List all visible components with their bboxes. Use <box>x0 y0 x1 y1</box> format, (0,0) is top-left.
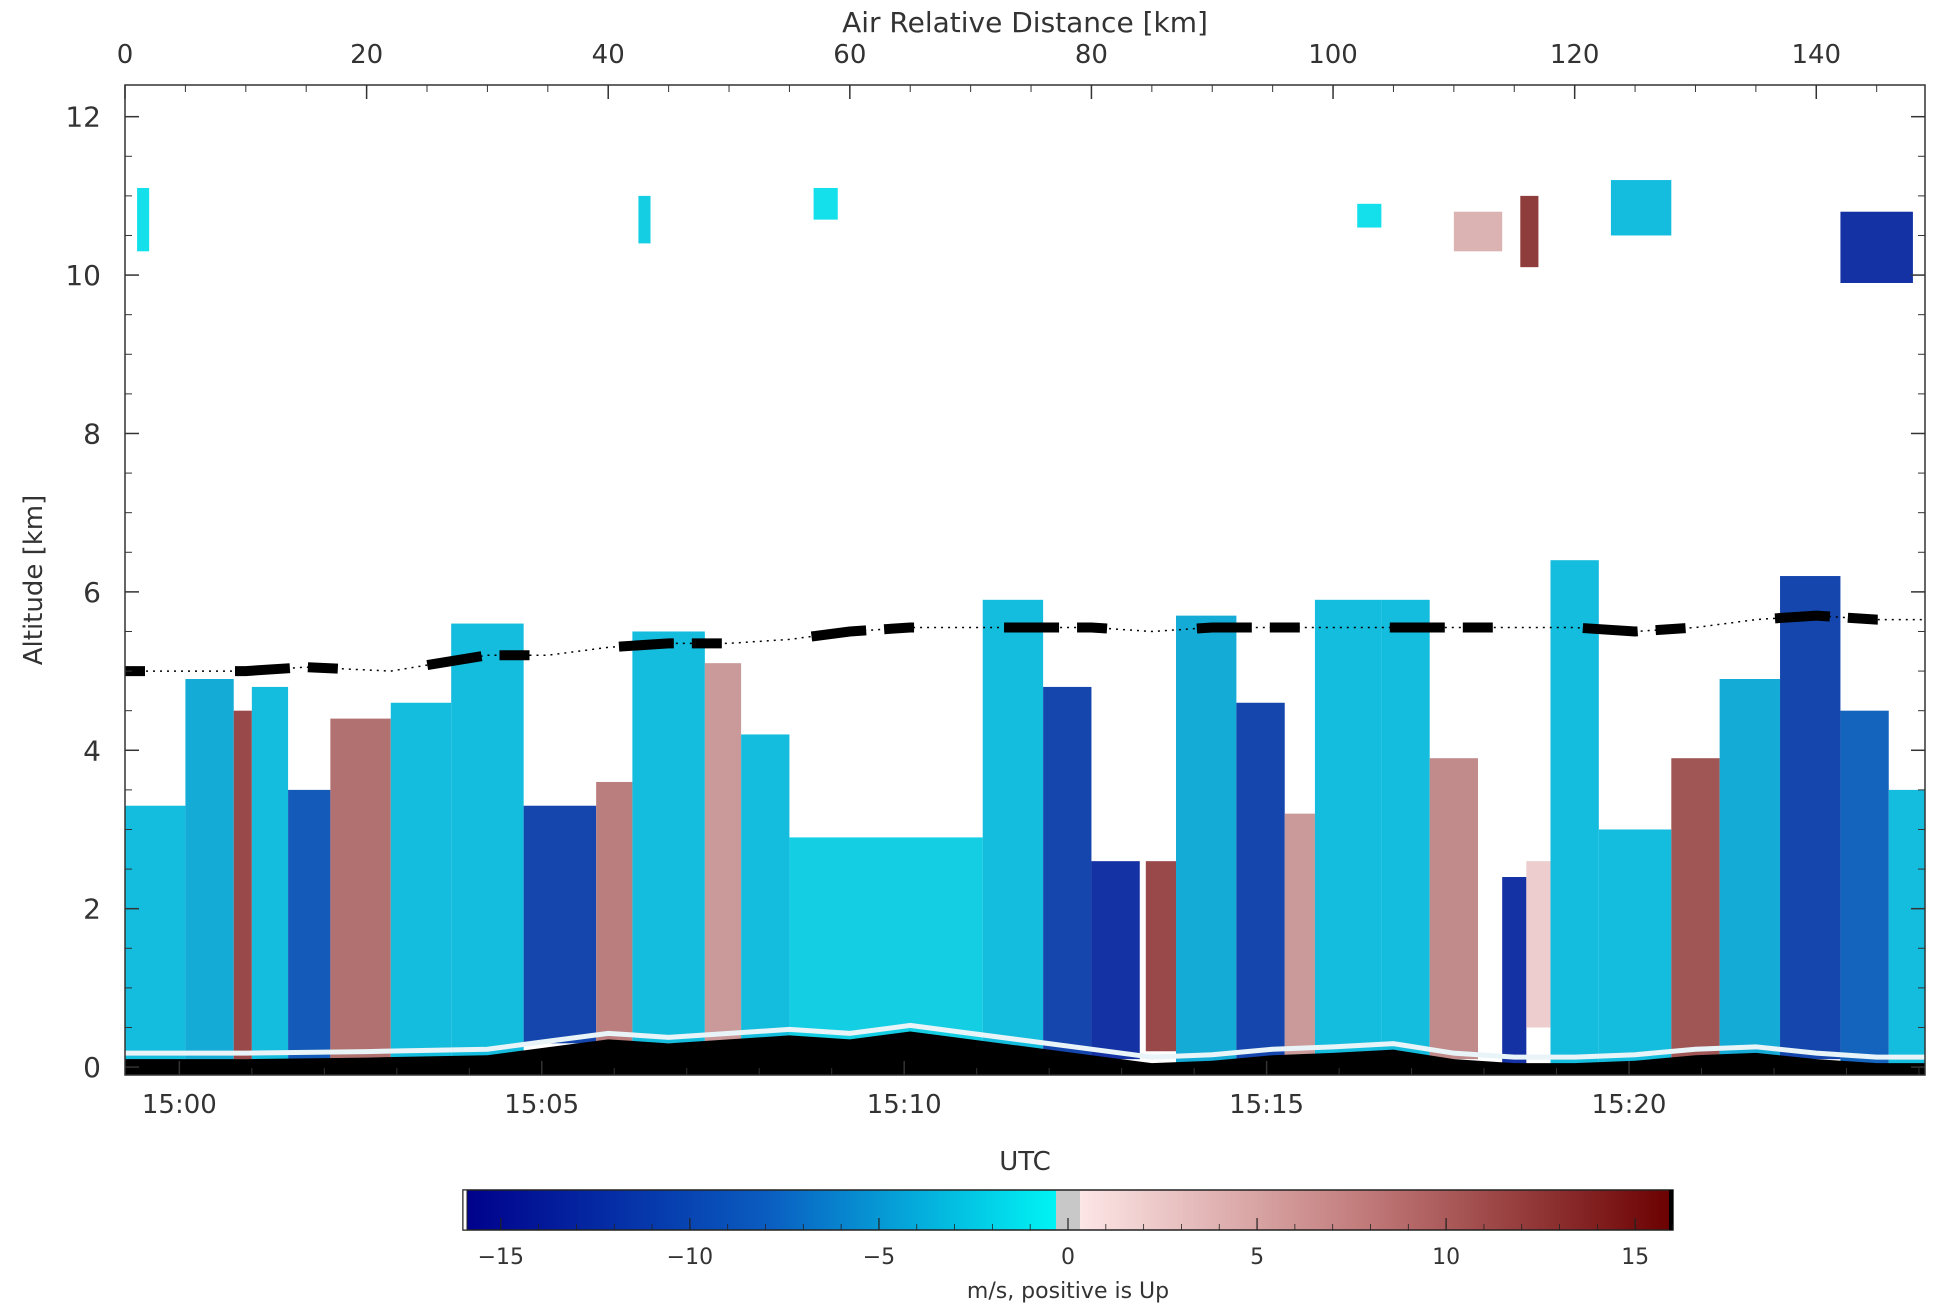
velocity-cell <box>1381 599 1430 1060</box>
colorbar-tick-label: −5 <box>863 1245 895 1270</box>
colorbar: −15 −10 −5 0 5 10 15 m/s, positive is Up <box>462 1189 1674 1304</box>
velocity-cell <box>523 805 597 1044</box>
left-tick-label: 8 <box>83 417 101 450</box>
left-tick-label: 6 <box>83 576 101 609</box>
velocity-cell <box>1598 829 1672 1068</box>
colorbar-tick-label: 0 <box>1061 1245 1075 1270</box>
velocity-cell <box>741 734 790 1044</box>
bottom-tick-label: 15:00 <box>142 1090 217 1120</box>
velocity-cell <box>1453 211 1503 252</box>
velocity-cell <box>1840 211 1913 283</box>
velocity-cell <box>1314 599 1382 1068</box>
velocity-cell <box>1840 710 1889 1068</box>
plot-frame <box>124 84 1926 1076</box>
velocity-cell <box>330 718 391 1060</box>
velocity-cell <box>813 187 838 220</box>
colorbar-tick-label: 10 <box>1432 1245 1460 1270</box>
top-tick-label: 0 <box>117 40 134 70</box>
top-tick-label: 100 <box>1308 40 1358 70</box>
melting-layer-thick <box>125 610 1925 677</box>
velocity-cell <box>185 679 234 1068</box>
bottom-axis-title: UTC <box>999 1147 1051 1177</box>
velocity-cell <box>1526 861 1551 1028</box>
velocity-cell <box>288 789 331 1068</box>
top-tick-label: 60 <box>833 40 866 70</box>
velocity-cell <box>1236 702 1285 1068</box>
top-tick-label: 80 <box>1075 40 1108 70</box>
velocity-cell <box>137 187 150 252</box>
velocity-cell <box>1888 789 1925 1068</box>
bottom-tick-label: 15:05 <box>504 1090 579 1120</box>
velocity-cell <box>451 623 524 1068</box>
colorbar-min-cap <box>462 1189 468 1231</box>
velocity-cell <box>125 805 186 1068</box>
velocity-cell <box>596 781 633 1044</box>
top-tick-label: 20 <box>350 40 383 70</box>
left-tick-label: 0 <box>83 1051 101 1084</box>
top-tick-label: 120 <box>1550 40 1600 70</box>
melting-layer-dotted <box>125 614 1925 672</box>
top-axis-title: Air Relative Distance [km] <box>842 6 1208 39</box>
velocity-cell <box>1043 686 1092 1060</box>
velocity-cell <box>982 599 1044 1052</box>
bottom-axis: 15:00 15:05 15:10 15:15 15:20 <box>142 1061 1920 1120</box>
velocity-cell <box>233 710 252 1060</box>
velocity-cell <box>1671 758 1720 1060</box>
velocity-cell <box>638 195 651 244</box>
left-axis: 0 2 4 6 8 10 12 <box>65 101 1925 1084</box>
velocity-cell <box>251 686 289 1068</box>
bottom-tick-label: 15:10 <box>867 1090 942 1120</box>
velocity-cell <box>1719 679 1781 1068</box>
velocity-cell <box>1520 195 1539 268</box>
colorbar-tick-label: −10 <box>667 1245 713 1270</box>
velocity-cell <box>1550 560 1599 1068</box>
bottom-tick-label: 15:15 <box>1229 1090 1304 1120</box>
velocity-cell <box>789 837 983 1044</box>
top-axis: 0 20 40 60 80 100 120 140 <box>117 40 1878 99</box>
velocity-cell <box>390 702 452 1068</box>
velocity-cell <box>632 631 705 1044</box>
velocity-cell <box>1145 861 1177 1052</box>
left-tick-label: 4 <box>83 734 101 767</box>
top-tick-label: 40 <box>592 40 625 70</box>
surface-terrain <box>125 1031 1925 1075</box>
left-tick-label: 2 <box>83 893 101 926</box>
plot-area <box>125 180 1925 1075</box>
velocity-cell <box>1780 576 1841 1060</box>
velocity-cell <box>1357 203 1382 228</box>
left-tick-label: 10 <box>65 259 101 292</box>
colorbar-max-cap <box>1669 1190 1673 1230</box>
bottom-tick-label: 15:20 <box>1592 1090 1667 1120</box>
left-axis-title: Altitude [km] <box>19 495 49 666</box>
velocity-cell <box>1502 877 1527 1068</box>
surface-outline <box>125 1022 1925 1060</box>
colorbar-tick-label: −15 <box>478 1245 524 1270</box>
velocity-cell <box>1610 180 1672 236</box>
velocity-cell <box>1091 861 1140 1060</box>
velocity-cell <box>1429 758 1479 1060</box>
top-tick-label: 140 <box>1791 40 1841 70</box>
colorbar-tick-label: 15 <box>1621 1245 1649 1270</box>
velocity-cell <box>1176 615 1237 1068</box>
colorbar-tick-label: 5 <box>1250 1245 1264 1270</box>
velocity-cell <box>704 663 742 1044</box>
left-tick-label: 12 <box>65 101 101 134</box>
colorbar-label: m/s, positive is Up <box>967 1279 1169 1304</box>
velocity-cell <box>1284 813 1315 1068</box>
